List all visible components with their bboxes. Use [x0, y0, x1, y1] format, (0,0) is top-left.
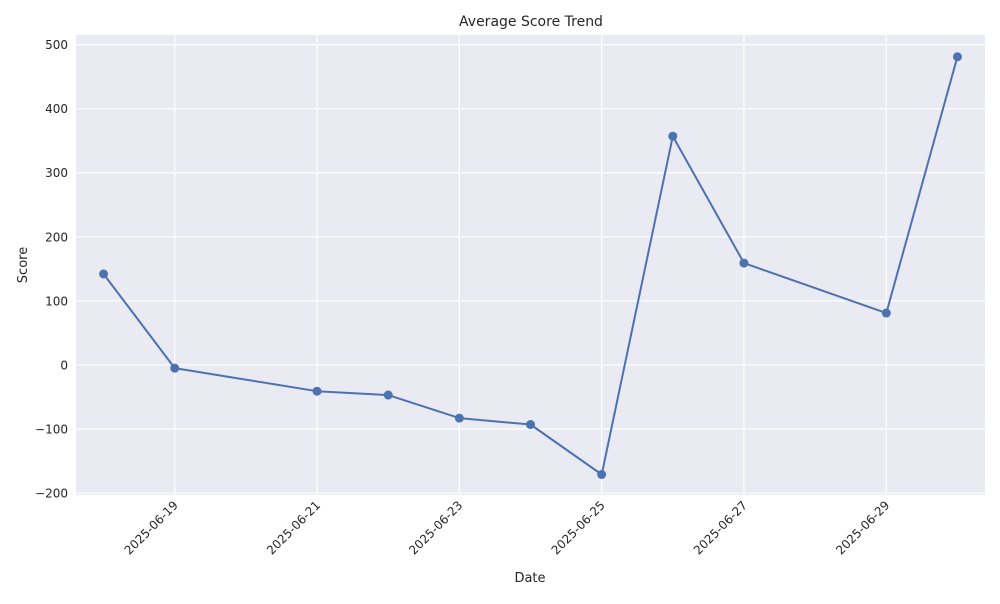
x-tick-label: 2025-06-25	[549, 498, 608, 557]
y-tick-label: 400	[45, 102, 68, 116]
y-tick-label: −100	[35, 423, 68, 437]
data-point	[739, 258, 749, 268]
data-point	[383, 390, 393, 400]
y-tick-label: 300	[45, 166, 68, 180]
x-tick-label: 2025-06-23	[406, 498, 465, 557]
data-point	[668, 131, 678, 141]
x-axis-label: Date	[514, 571, 545, 586]
data-point	[454, 413, 464, 423]
y-axis-label: Score	[16, 247, 31, 283]
data-point	[312, 386, 322, 396]
x-tick-label: 2025-06-29	[833, 498, 892, 557]
chart-title: Average Score Trend	[459, 14, 603, 30]
x-tick-label: 2025-06-19	[122, 498, 181, 557]
y-tick-label: 0	[60, 358, 68, 372]
x-tick-labels: 2025-06-19 2025-06-21 2025-06-23 2025-06-25…	[122, 498, 893, 557]
data-point	[170, 363, 180, 373]
plot-area	[76, 35, 985, 495]
y-tick-label: 200	[45, 230, 68, 244]
data-point	[597, 469, 607, 479]
y-tick-label: 500	[45, 38, 68, 52]
data-point	[952, 52, 962, 62]
y-tick-label: −200	[35, 487, 68, 501]
y-tick-labels: −200 −100 0 100 200 300 400 500	[35, 38, 68, 500]
data-point	[99, 269, 109, 279]
x-tick-label: 2025-06-27	[691, 498, 750, 557]
data-point	[881, 308, 891, 318]
y-tick-label: 100	[45, 294, 68, 308]
series-layer	[99, 52, 962, 479]
data-point	[526, 420, 535, 430]
x-tick-label: 2025-06-21	[264, 498, 323, 557]
